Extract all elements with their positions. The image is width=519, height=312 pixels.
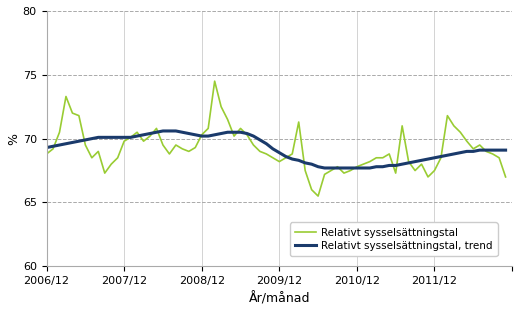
Relativt sysselsättningstal xyxy=(347,169,353,173)
Relativt sysselsättningstal, trend xyxy=(308,162,315,166)
Relativt sysselsättningstal xyxy=(502,175,509,179)
Relativt sysselsättningstal xyxy=(44,152,50,156)
Relativt sysselsättningstal xyxy=(199,133,205,137)
Relativt sysselsättningstal xyxy=(212,79,218,83)
Line: Relativt sysselsättningstal: Relativt sysselsättningstal xyxy=(47,81,506,196)
Relativt sysselsättningstal xyxy=(367,160,373,163)
Y-axis label: %: % xyxy=(7,133,20,145)
Relativt sysselsättningstal, trend xyxy=(205,134,211,138)
Relativt sysselsättningstal, trend xyxy=(502,148,509,152)
X-axis label: År/månad: År/månad xyxy=(249,292,310,305)
Relativt sysselsättningstal, trend xyxy=(160,129,166,133)
Relativt sysselsättningstal xyxy=(315,194,321,198)
Legend: Relativt sysselsättningstal, Relativt sysselsättningstal, trend: Relativt sysselsättningstal, Relativt sy… xyxy=(290,222,498,256)
Relativt sysselsättningstal, trend xyxy=(44,146,50,149)
Relativt sysselsättningstal, trend xyxy=(108,135,114,139)
Relativt sysselsättningstal, trend xyxy=(476,148,483,152)
Relativt sysselsättningstal xyxy=(108,162,114,166)
Line: Relativt sysselsättningstal, trend: Relativt sysselsättningstal, trend xyxy=(47,131,506,168)
Relativt sysselsättningstal, trend xyxy=(367,166,373,170)
Relativt sysselsättningstal xyxy=(308,188,315,192)
Relativt sysselsättningstal, trend xyxy=(321,166,327,170)
Relativt sysselsättningstal xyxy=(476,143,483,147)
Relativt sysselsättningstal, trend xyxy=(347,166,353,170)
